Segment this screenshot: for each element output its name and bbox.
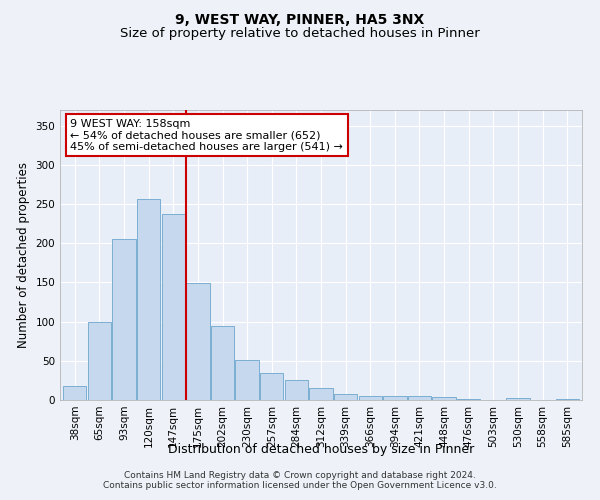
Bar — [383, 396, 407, 400]
Bar — [88, 322, 111, 400]
Bar — [556, 399, 579, 400]
Text: Distribution of detached houses by size in Pinner: Distribution of detached houses by size … — [168, 442, 474, 456]
Bar — [112, 240, 136, 400]
Bar — [359, 396, 382, 400]
Bar — [506, 398, 530, 400]
Text: Size of property relative to detached houses in Pinner: Size of property relative to detached ho… — [120, 28, 480, 40]
Text: 9 WEST WAY: 158sqm
← 54% of detached houses are smaller (652)
45% of semi-detach: 9 WEST WAY: 158sqm ← 54% of detached hou… — [70, 118, 343, 152]
Text: 9, WEST WAY, PINNER, HA5 3NX: 9, WEST WAY, PINNER, HA5 3NX — [175, 12, 425, 26]
Bar — [186, 283, 209, 400]
Bar — [161, 214, 185, 400]
Bar — [408, 396, 431, 400]
Bar — [284, 380, 308, 400]
Bar — [457, 399, 481, 400]
Bar — [310, 388, 332, 400]
Bar — [211, 326, 234, 400]
Y-axis label: Number of detached properties: Number of detached properties — [17, 162, 30, 348]
Bar — [260, 374, 283, 400]
Bar — [235, 360, 259, 400]
Bar — [137, 198, 160, 400]
Bar — [334, 394, 358, 400]
Bar — [433, 397, 456, 400]
Text: Contains HM Land Registry data © Crown copyright and database right 2024.
Contai: Contains HM Land Registry data © Crown c… — [103, 470, 497, 490]
Bar — [63, 386, 86, 400]
